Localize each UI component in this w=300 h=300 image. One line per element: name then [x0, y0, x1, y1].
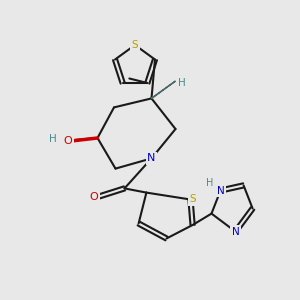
Text: H: H [178, 77, 185, 88]
Polygon shape [152, 81, 176, 99]
Text: H: H [206, 178, 214, 188]
Text: O: O [63, 136, 72, 146]
Text: H: H [49, 134, 56, 145]
Text: S: S [132, 40, 138, 50]
Text: O: O [89, 191, 98, 202]
Text: N: N [217, 185, 224, 196]
Text: N: N [147, 153, 156, 164]
Text: N: N [232, 226, 239, 237]
Text: S: S [190, 194, 196, 205]
